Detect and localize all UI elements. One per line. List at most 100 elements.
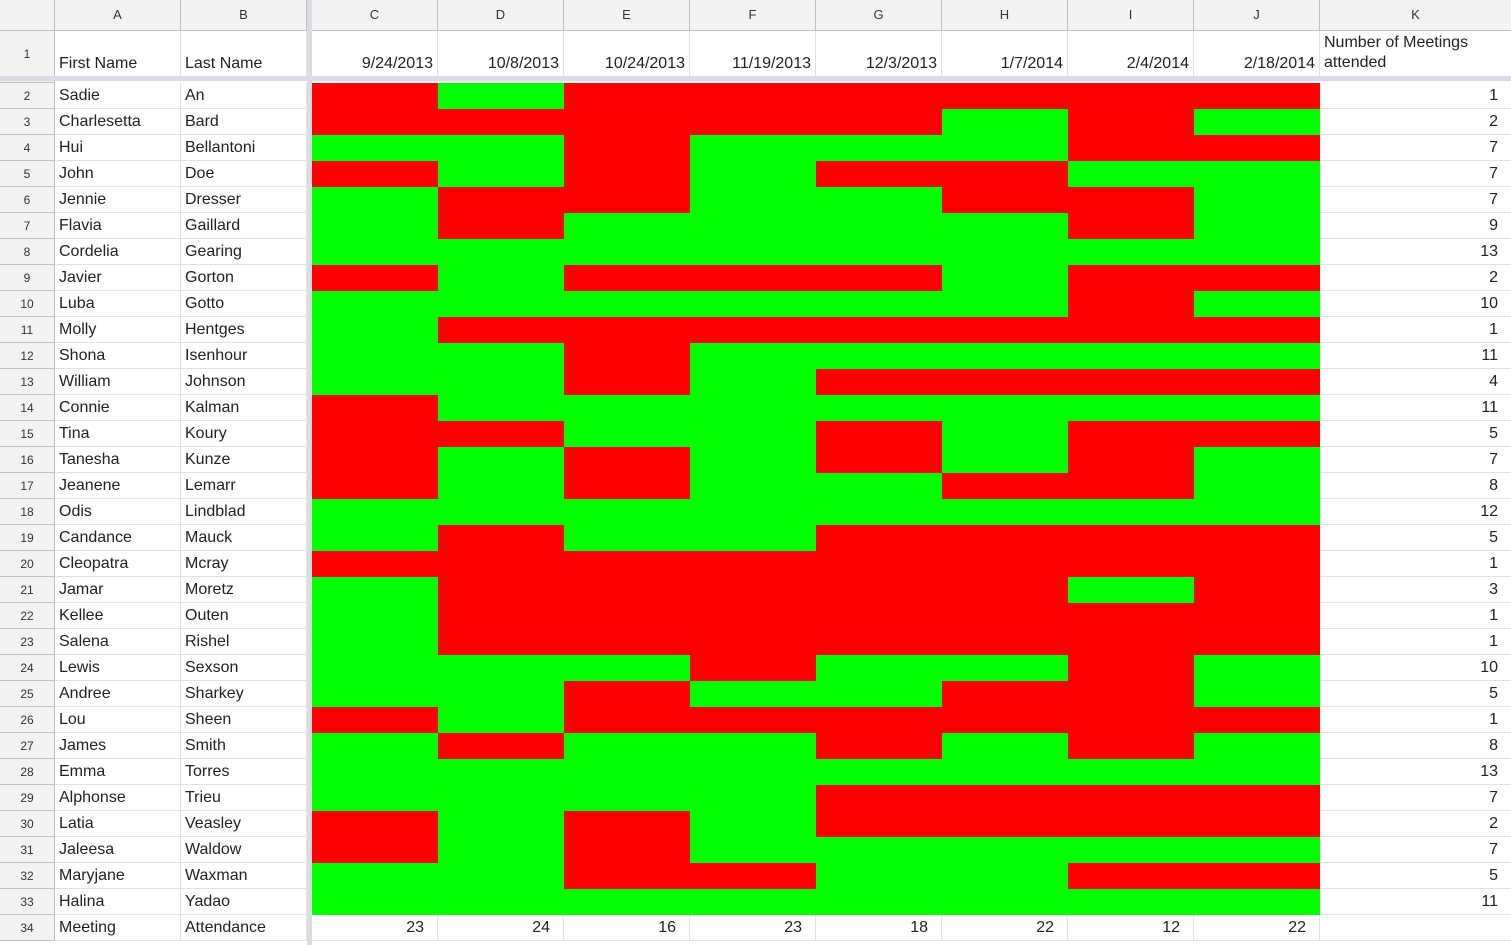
row-header[interactable]: 14 (0, 395, 55, 421)
attendance-cell-absent[interactable] (312, 109, 438, 135)
attendance-cell-present[interactable] (942, 421, 1068, 447)
attendance-cell-present[interactable] (816, 213, 942, 239)
meetings-attended-cell[interactable]: 1 (1320, 603, 1511, 629)
attendance-cell-absent[interactable] (1068, 785, 1194, 811)
attendance-cell-present[interactable] (816, 759, 942, 785)
attendance-cell-absent[interactable] (312, 707, 438, 733)
attendance-cell-present[interactable] (690, 525, 816, 551)
column-header-e[interactable]: E (564, 0, 690, 31)
attendance-cell-present[interactable] (816, 395, 942, 421)
row-header[interactable]: 8 (0, 239, 55, 265)
attendance-cell-absent[interactable] (1068, 187, 1194, 213)
last-name-cell[interactable]: Isenhour (181, 343, 307, 369)
attendance-cell-present[interactable] (1194, 681, 1320, 707)
row-header[interactable]: 29 (0, 785, 55, 811)
first-name-cell[interactable]: Odis (55, 499, 181, 525)
first-name-cell[interactable]: Alphonse (55, 785, 181, 811)
attendance-cell-present[interactable] (816, 499, 942, 525)
attendance-cell-present[interactable] (816, 135, 942, 161)
first-name-cell[interactable]: Candance (55, 525, 181, 551)
meetings-attended-cell[interactable]: 1 (1320, 551, 1511, 577)
meetings-attended-cell[interactable]: 7 (1320, 187, 1511, 213)
attendance-cell-present[interactable] (312, 863, 438, 889)
row-header[interactable]: 6 (0, 187, 55, 213)
attendance-cell-absent[interactable] (942, 369, 1068, 395)
attendance-cell-absent[interactable] (942, 707, 1068, 733)
attendance-cell-present[interactable] (312, 759, 438, 785)
header-meeting-date[interactable]: 1/7/2014 (942, 31, 1068, 78)
last-name-cell[interactable]: Gotto (181, 291, 307, 317)
attendance-cell-absent[interactable] (690, 317, 816, 343)
frozen-column-divider[interactable] (307, 0, 312, 945)
attendance-cell-present[interactable] (942, 447, 1068, 473)
attendance-cell-absent[interactable] (564, 681, 690, 707)
attendance-cell-present[interactable] (690, 837, 816, 863)
attendance-cell-present[interactable] (1194, 109, 1320, 135)
attendance-cell-absent[interactable] (564, 473, 690, 499)
attendance-cell-present[interactable] (564, 525, 690, 551)
attendance-cell-present[interactable] (438, 83, 564, 109)
row-header[interactable]: 27 (0, 733, 55, 759)
first-name-cell[interactable]: Sadie (55, 83, 181, 109)
meetings-attended-cell[interactable]: 3 (1320, 577, 1511, 603)
attendance-cell-present[interactable] (1194, 499, 1320, 525)
attendance-cell-absent[interactable] (564, 447, 690, 473)
last-name-cell[interactable]: Gearing (181, 239, 307, 265)
attendance-cell-absent[interactable] (1194, 603, 1320, 629)
attendance-cell-absent[interactable] (564, 83, 690, 109)
last-name-cell[interactable]: Dresser (181, 187, 307, 213)
attendance-cell-absent[interactable] (1194, 785, 1320, 811)
row-header[interactable]: 4 (0, 135, 55, 161)
attendance-cell-present[interactable] (690, 291, 816, 317)
first-name-cell[interactable]: Salena (55, 629, 181, 655)
row-header[interactable]: 10 (0, 291, 55, 317)
meetings-attended-cell[interactable]: 2 (1320, 811, 1511, 837)
attendance-cell-present[interactable] (438, 291, 564, 317)
attendance-cell-absent[interactable] (438, 629, 564, 655)
attendance-cell-absent[interactable] (690, 629, 816, 655)
attendance-cell-present[interactable] (438, 655, 564, 681)
attendance-cell-absent[interactable] (312, 447, 438, 473)
meeting-attendance-total[interactable]: 23 (690, 915, 816, 941)
meetings-attended-cell[interactable]: 8 (1320, 733, 1511, 759)
meeting-attendance-total[interactable]: 18 (816, 915, 942, 941)
attendance-cell-present[interactable] (438, 343, 564, 369)
frozen-row-divider[interactable] (0, 76, 1511, 81)
attendance-cell-present[interactable] (1194, 447, 1320, 473)
attendance-cell-absent[interactable] (816, 317, 942, 343)
row-header[interactable]: 32 (0, 863, 55, 889)
meetings-attended-cell[interactable]: 11 (1320, 889, 1511, 915)
first-name-cell[interactable]: Jennie (55, 187, 181, 213)
attendance-cell-absent[interactable] (1068, 473, 1194, 499)
attendance-cell-absent[interactable] (816, 707, 942, 733)
meetings-attended-cell[interactable]: 7 (1320, 447, 1511, 473)
attendance-cell-absent[interactable] (942, 187, 1068, 213)
last-name-cell[interactable]: Mauck (181, 525, 307, 551)
attendance-cell-present[interactable] (1068, 889, 1194, 915)
row-header[interactable]: 28 (0, 759, 55, 785)
meetings-attended-cell[interactable]: 7 (1320, 161, 1511, 187)
header-first-name[interactable]: First Name (55, 31, 181, 78)
meeting-attendance-total[interactable]: 23 (312, 915, 438, 941)
row-header[interactable]: 33 (0, 889, 55, 915)
attendance-cell-absent[interactable] (816, 421, 942, 447)
attendance-cell-present[interactable] (1068, 837, 1194, 863)
last-name-cell[interactable]: Sheen (181, 707, 307, 733)
attendance-cell-present[interactable] (438, 785, 564, 811)
last-name-cell[interactable]: An (181, 83, 307, 109)
row-header[interactable]: 16 (0, 447, 55, 473)
attendance-cell-absent[interactable] (438, 187, 564, 213)
attendance-cell-absent[interactable] (942, 785, 1068, 811)
first-name-cell[interactable]: Maryjane (55, 863, 181, 889)
attendance-cell-present[interactable] (312, 629, 438, 655)
attendance-cell-absent[interactable] (690, 707, 816, 733)
column-header-i[interactable]: I (1068, 0, 1194, 31)
attendance-cell-absent[interactable] (564, 343, 690, 369)
meetings-attended-cell[interactable]: 7 (1320, 135, 1511, 161)
attendance-cell-present[interactable] (690, 161, 816, 187)
attendance-cell-absent[interactable] (816, 629, 942, 655)
attendance-cell-absent[interactable] (1068, 525, 1194, 551)
attendance-cell-absent[interactable] (1194, 707, 1320, 733)
first-name-cell[interactable]: Hui (55, 135, 181, 161)
column-header-d[interactable]: D (438, 0, 564, 31)
